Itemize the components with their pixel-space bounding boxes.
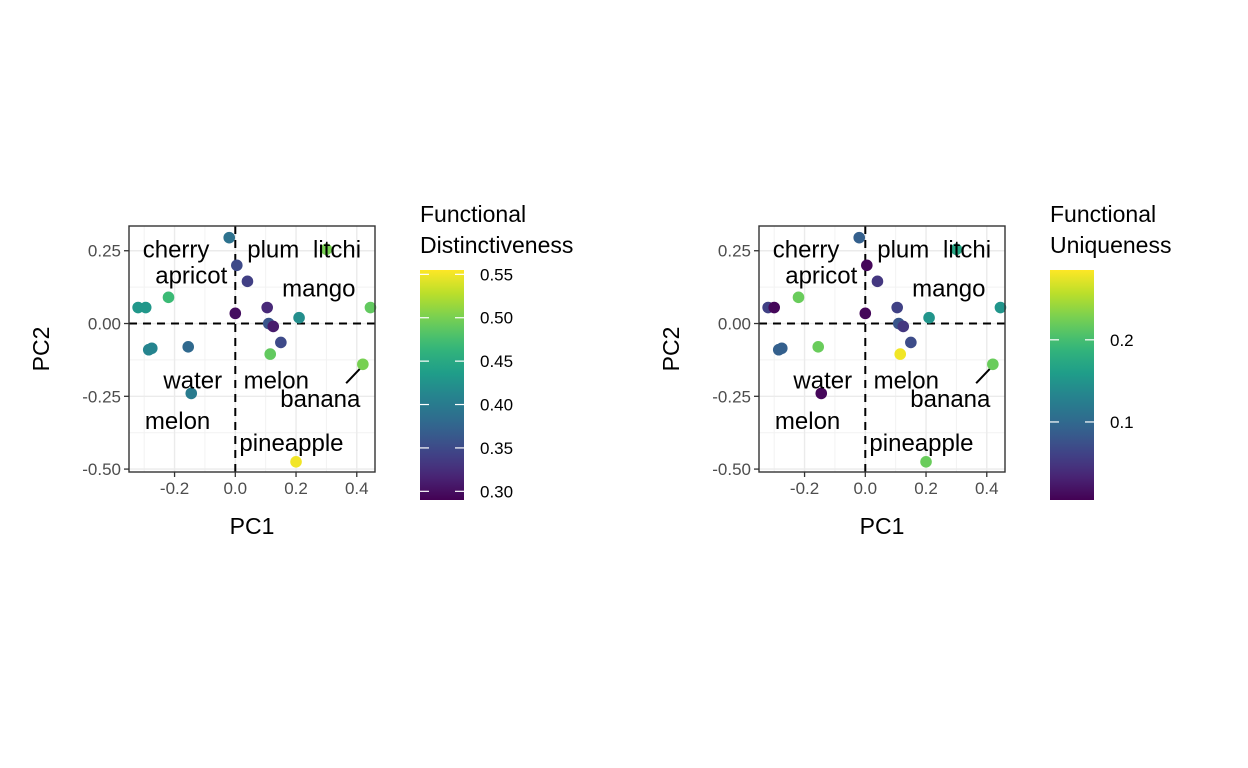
- data-point: [264, 348, 277, 360]
- data-point: [293, 311, 305, 324]
- point-label: litchi: [943, 236, 991, 263]
- colorbar-legend: Functional Distinctiveness 0.30 0.35 0.40 0.4…: [420, 201, 573, 501]
- y-tick-label: -0.50: [82, 460, 121, 479]
- panel-border: [128, 225, 376, 473]
- point-label: litchi: [313, 236, 361, 263]
- data-point: [859, 307, 872, 320]
- x-tick-label: 0.4: [345, 479, 369, 498]
- legend-title: Distinctiveness: [420, 232, 573, 258]
- data-point: [923, 311, 935, 324]
- x-axis-title: PC1: [230, 513, 275, 539]
- y-tick-label: 0.00: [718, 315, 751, 334]
- data-point: [241, 275, 254, 288]
- point-label: plum: [877, 236, 929, 263]
- data-point: [891, 301, 903, 314]
- data-point: [920, 456, 932, 468]
- data-point: [275, 336, 287, 349]
- y-tick-label: 0.25: [88, 242, 121, 261]
- data-point: [861, 259, 873, 272]
- point-label: apricot: [785, 262, 857, 289]
- point-label: cherry: [143, 236, 210, 263]
- data-point: [231, 259, 243, 272]
- point-label: banana: [910, 386, 991, 413]
- data-point: [812, 341, 825, 353]
- x-tick-label: 0.0: [853, 479, 877, 498]
- y-axis-title: PC2: [28, 327, 54, 372]
- y-tick-label: -0.50: [712, 460, 751, 479]
- data-point: [185, 387, 198, 400]
- data-point: [223, 231, 236, 244]
- data-point: [261, 301, 273, 314]
- point-label: water: [792, 367, 852, 394]
- data-point: [364, 301, 377, 314]
- point-label: banana: [280, 386, 361, 413]
- data-point: [182, 341, 195, 353]
- colorbar: [1050, 270, 1094, 500]
- colorbar-tick-label: 0.2: [1110, 331, 1134, 350]
- y-axis-title: PC2: [658, 327, 684, 372]
- data-point: [792, 291, 805, 304]
- data-point: [145, 342, 158, 355]
- data-point: [905, 336, 917, 349]
- y-tick-label: -0.25: [82, 387, 121, 406]
- point-label: apricot: [155, 262, 227, 289]
- data-point: [768, 301, 780, 314]
- y-tick-label: -0.25: [712, 387, 751, 406]
- data-point: [357, 358, 369, 371]
- point-label: mango: [912, 276, 985, 303]
- x-tick-label: 0.2: [914, 479, 938, 498]
- data-point: [987, 358, 999, 371]
- panel-border: [758, 225, 1006, 473]
- legend-title: Functional: [420, 201, 526, 227]
- y-tick-label: 0.25: [718, 242, 751, 261]
- data-point: [815, 387, 828, 400]
- x-tick-label: -0.2: [160, 479, 189, 498]
- data-point: [162, 291, 175, 304]
- colorbar-tick-label: 0.30: [480, 482, 513, 501]
- plot-background: [129, 226, 375, 472]
- point-label: melon: [775, 408, 840, 435]
- data-point: [320, 243, 333, 256]
- data-point: [290, 456, 302, 468]
- colorbar-tick-label: 0.45: [480, 352, 513, 371]
- colorbar-tick-label: 0.35: [480, 439, 513, 458]
- x-tick-label: 0.2: [284, 479, 308, 498]
- point-label: pineapple: [239, 430, 343, 457]
- point-label: plum: [247, 236, 299, 263]
- point-label: pineapple: [869, 430, 973, 457]
- point-label: water: [162, 367, 222, 394]
- colorbar-legend: Functional Uniqueness 0.1 0.2: [1050, 201, 1171, 500]
- colorbar-tick-label: 0.55: [480, 265, 513, 284]
- colorbar-tick-label: 0.1: [1110, 413, 1134, 432]
- point-label: cherry: [773, 236, 840, 263]
- x-axis-title: PC1: [860, 513, 905, 539]
- colorbar-tick-label: 0.50: [480, 309, 513, 328]
- data-point: [994, 301, 1007, 314]
- x-tick-label: 0.4: [975, 479, 999, 498]
- legend-title: Uniqueness: [1050, 232, 1171, 258]
- data-point: [894, 348, 907, 360]
- x-tick-label: -0.2: [790, 479, 819, 498]
- point-label: melon: [145, 408, 210, 435]
- legend-title: Functional: [1050, 201, 1156, 227]
- y-tick-label: 0.00: [88, 315, 121, 334]
- data-point: [871, 275, 884, 288]
- point-label: mango: [282, 276, 355, 303]
- data-point: [775, 342, 788, 355]
- colorbar: [420, 270, 464, 500]
- data-point: [853, 231, 866, 244]
- data-point: [897, 320, 910, 333]
- data-point: [267, 320, 280, 333]
- plot-background: [759, 226, 1005, 472]
- x-tick-label: 0.0: [223, 479, 247, 498]
- data-point: [139, 301, 152, 314]
- colorbar-tick-label: 0.40: [480, 396, 513, 415]
- point-label: melon: [874, 367, 939, 394]
- point-label: melon: [244, 367, 309, 394]
- data-point: [229, 307, 242, 320]
- data-point: [950, 243, 963, 256]
